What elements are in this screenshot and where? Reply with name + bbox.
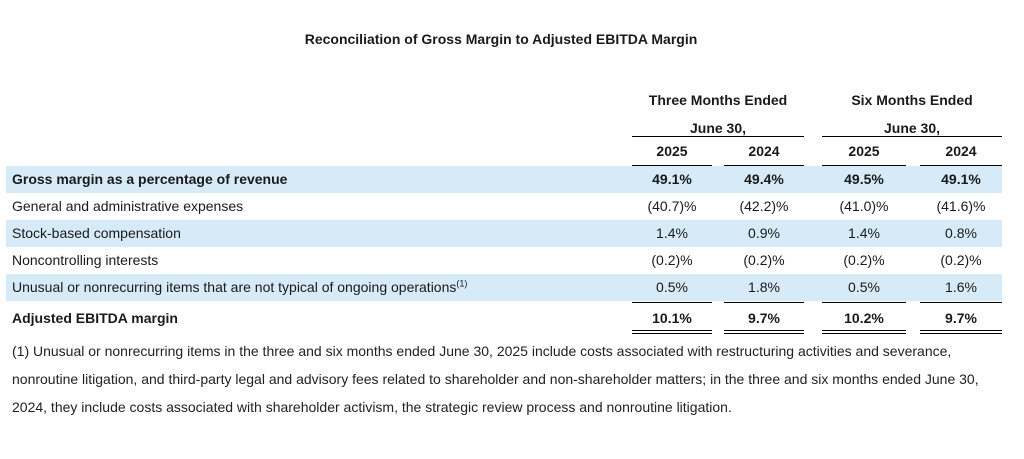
year-underline (724, 165, 804, 166)
table-row-adjusted-ebitda: Adjusted EBITDA margin 10.1% 9.7% 10.2% … (6, 305, 1002, 332)
column-group-six-months-line1: Six Months Ended (851, 92, 973, 108)
row-label: Unusual or nonrecurring items that are n… (12, 274, 467, 301)
year-header: 2024 (945, 143, 977, 159)
cell-value: 0.5% (656, 279, 688, 295)
subtotal-underline (632, 302, 712, 303)
table-row-gross-margin: Gross margin as a percentage of revenue … (6, 166, 1002, 193)
cell-value: 1.8% (748, 279, 780, 295)
cell-value: (0.2)% (651, 252, 693, 268)
cell-value: 1.6% (945, 279, 977, 295)
row-label: Gross margin as a percentage of revenue (12, 171, 288, 187)
year-underline (632, 165, 712, 166)
table-row-unusual-items: Unusual or nonrecurring items that are n… (6, 274, 1002, 301)
row-label: General and administrative expenses (12, 198, 244, 214)
year-header: 2025 (848, 143, 880, 159)
subtotal-underline (724, 302, 804, 303)
table-row-stock-compensation: Stock-based compensation 1.4% 0.9% 1.4% … (6, 220, 1002, 247)
cell-value: 10.2% (844, 310, 884, 326)
cell-value: (42.2)% (739, 198, 789, 214)
cell-value: 1.4% (848, 225, 880, 241)
cell-value: 49.1% (941, 171, 981, 187)
year-underline (822, 165, 906, 166)
cell-value: (40.7)% (647, 198, 697, 214)
cell-value: 0.8% (945, 225, 977, 241)
cell-value: (41.0)% (839, 198, 889, 214)
total-double-underline (632, 330, 712, 334)
column-group-three-months-line2: June 30, (689, 120, 747, 136)
table-title: Reconciliation of Gross Margin to Adjust… (304, 31, 698, 47)
column-group-three-months: Three Months Ended June 30, (632, 86, 804, 142)
group-underline (822, 136, 1002, 137)
row-label: Noncontrolling interests (12, 252, 159, 268)
row-label: Adjusted EBITDA margin (12, 310, 178, 326)
year-header: 2024 (748, 143, 780, 159)
row-label: Stock-based compensation (12, 225, 181, 241)
cell-value: 10.1% (652, 310, 692, 326)
column-group-six-months: Six Months Ended June 30, (822, 86, 1002, 142)
total-double-underline (822, 330, 906, 334)
total-double-underline (724, 330, 804, 334)
year-underline (920, 165, 1002, 166)
group-underline (632, 136, 804, 137)
cell-value: 49.4% (744, 171, 784, 187)
cell-value: 49.1% (652, 171, 692, 187)
year-header-row: 2025 2024 2025 2024 (0, 137, 1002, 165)
subtotal-underline (822, 302, 906, 303)
table-row-noncontrolling: Noncontrolling interests (0.2)% (0.2)% (… (6, 247, 1002, 274)
cell-value: 9.7% (748, 310, 780, 326)
cell-value: 49.5% (844, 171, 884, 187)
cell-value: (0.2)% (743, 252, 785, 268)
row-label-text: Unusual or nonrecurring items that are n… (12, 279, 457, 295)
cell-value: 0.5% (848, 279, 880, 295)
cell-value: 1.4% (656, 225, 688, 241)
total-double-underline (920, 330, 1002, 334)
column-group-three-months-line1: Three Months Ended (648, 92, 788, 108)
cell-value: 0.9% (748, 225, 780, 241)
cell-value: (0.2)% (940, 252, 982, 268)
cell-value: (41.6)% (936, 198, 986, 214)
subtotal-underline (920, 302, 1002, 303)
year-header: 2025 (656, 143, 688, 159)
cell-value: 9.7% (945, 310, 977, 326)
column-group-six-months-line2: June 30, (883, 120, 941, 136)
footnote-marker: (1) (456, 278, 468, 289)
table-row-ga-expenses: General and administrative expenses (40.… (6, 193, 1002, 220)
cell-value: (0.2)% (843, 252, 885, 268)
footnote-text: (1) Unusual or nonrecurring items in the… (12, 343, 979, 415)
